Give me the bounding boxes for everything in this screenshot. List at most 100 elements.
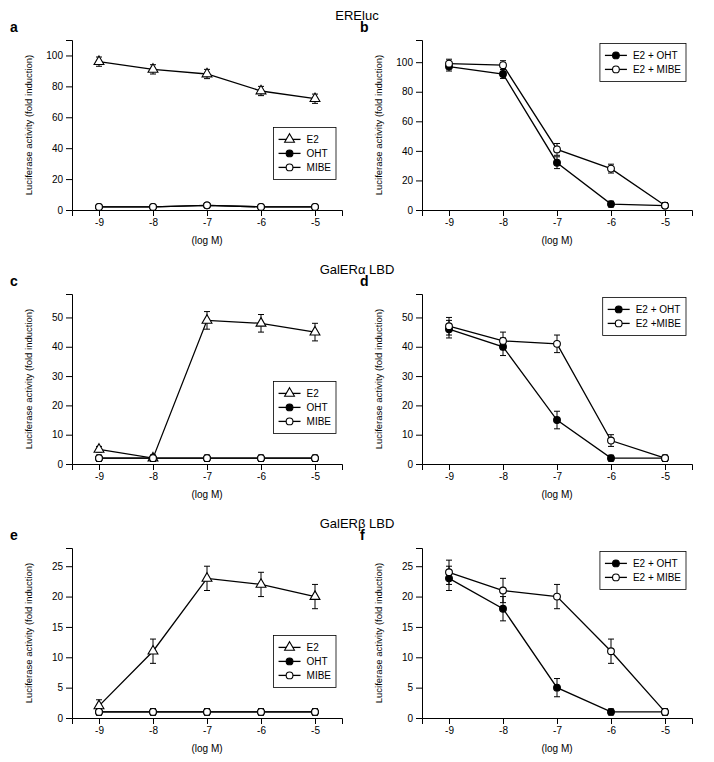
y-tick-label: 0	[407, 713, 413, 724]
series	[96, 455, 319, 462]
y-tick-mark	[416, 121, 422, 122]
error-bar	[662, 455, 668, 461]
x-tick-mark	[449, 464, 450, 470]
x-tick: -8	[499, 210, 508, 228]
x-axis: -9-8-7-6-5	[423, 718, 693, 736]
x-tick: -7	[203, 464, 212, 482]
y-tick-mark	[66, 55, 72, 56]
point	[204, 709, 211, 716]
error-bar	[662, 203, 668, 209]
point	[554, 340, 561, 347]
x-tick-label: -7	[203, 471, 212, 482]
error-bar	[258, 709, 264, 715]
y-axis-title: Luciferase activity (fold induction)	[23, 563, 34, 703]
x-tick: -9	[445, 464, 454, 482]
point	[150, 455, 157, 462]
x-tick: -9	[445, 718, 454, 736]
x-tick: -5	[661, 210, 670, 228]
point	[150, 455, 157, 462]
y-tick-mark	[66, 86, 72, 87]
series-line	[449, 572, 665, 712]
legend: E2 + OHT E2 + MIBE	[600, 43, 686, 81]
y-axis-title: Luciferase activity (fold induction)	[23, 55, 34, 195]
x-axis-title: (log M)	[191, 489, 222, 500]
x-tick-mark	[153, 464, 154, 470]
x-tick-mark	[99, 210, 100, 216]
y-tick-label: 25	[402, 561, 414, 572]
x-tick-mark	[665, 718, 666, 724]
x-axis-title: (log M)	[191, 235, 222, 246]
x-tick-label: -5	[661, 725, 670, 736]
legend: E2 + OHTE2 + MIBE	[600, 551, 686, 589]
legend-symbol	[613, 52, 620, 59]
legend-symbol	[613, 560, 620, 567]
x-tick: -7	[203, 718, 212, 736]
x-tick-mark	[315, 210, 316, 216]
x-tick: -6	[607, 210, 616, 228]
point	[258, 455, 265, 462]
legend-label: E2 + OHT	[633, 50, 678, 61]
y-axis-line	[66, 295, 73, 465]
y-tick-label: 5	[57, 682, 63, 693]
x-tick: -5	[661, 464, 670, 482]
point	[96, 455, 103, 462]
x-tick-label: -9	[445, 725, 454, 736]
error-bar	[204, 455, 210, 461]
error-bar	[554, 584, 560, 608]
point	[554, 684, 561, 691]
y-tick-mark	[416, 718, 422, 719]
x-tick-mark	[153, 718, 154, 724]
x-tick: -8	[149, 210, 158, 228]
x-tick-mark	[503, 464, 504, 470]
x-axis-line	[73, 719, 343, 725]
y-tick-label: 5	[407, 682, 413, 693]
y-tick-mark	[66, 210, 72, 211]
point	[148, 452, 158, 461]
legend-symbol	[286, 658, 293, 665]
point	[258, 709, 265, 716]
error-bar	[662, 203, 668, 209]
legend-symbol	[286, 150, 293, 157]
x-tick-mark	[315, 464, 316, 470]
x-axis-line	[73, 211, 343, 217]
x-tick: -5	[311, 210, 320, 228]
y-tick: 40	[402, 341, 422, 352]
error-bar	[608, 455, 614, 461]
legend-item: E2 + MIBE	[605, 64, 681, 75]
panel-label: b	[360, 19, 369, 35]
error-bar	[500, 578, 506, 602]
y-tick-label: 50	[52, 312, 64, 323]
legend-item: E2 + MIBE	[605, 572, 681, 583]
x-tick-label: -7	[203, 217, 212, 228]
x-tick-label: -9	[95, 725, 104, 736]
point	[500, 71, 507, 78]
y-tick: 0	[407, 205, 422, 216]
x-tick-mark	[207, 464, 208, 470]
x-tick-mark	[153, 210, 154, 216]
y-axis-title: Luciferase activity (fold induction)	[23, 309, 34, 449]
x-axis-line	[73, 465, 343, 471]
point	[662, 455, 669, 462]
point	[204, 202, 211, 209]
x-tick-label: -7	[553, 217, 562, 228]
legend-item: E2	[279, 134, 320, 145]
legend-item: OHT	[279, 656, 328, 667]
x-tick: -5	[311, 464, 320, 482]
panel: -9-8-7-6-50510152025(log M)Luciferase ac…	[10, 527, 343, 754]
point	[554, 159, 561, 166]
x-tick: -6	[257, 718, 266, 736]
error-bar	[96, 709, 102, 715]
point	[608, 201, 615, 208]
x-tick-mark	[261, 718, 262, 724]
x-axis: -9-8-7-6-5	[73, 718, 343, 736]
x-tick: -6	[607, 464, 616, 482]
y-tick-label: 20	[402, 400, 414, 411]
error-bar	[312, 455, 318, 461]
y-tick-mark	[66, 317, 72, 318]
x-tick-mark	[557, 464, 558, 470]
y-tick: 50	[402, 312, 422, 323]
y-tick: 10	[402, 429, 422, 440]
point	[500, 338, 507, 345]
legend-frame	[600, 43, 686, 81]
legend-label: MIBE	[307, 162, 332, 173]
